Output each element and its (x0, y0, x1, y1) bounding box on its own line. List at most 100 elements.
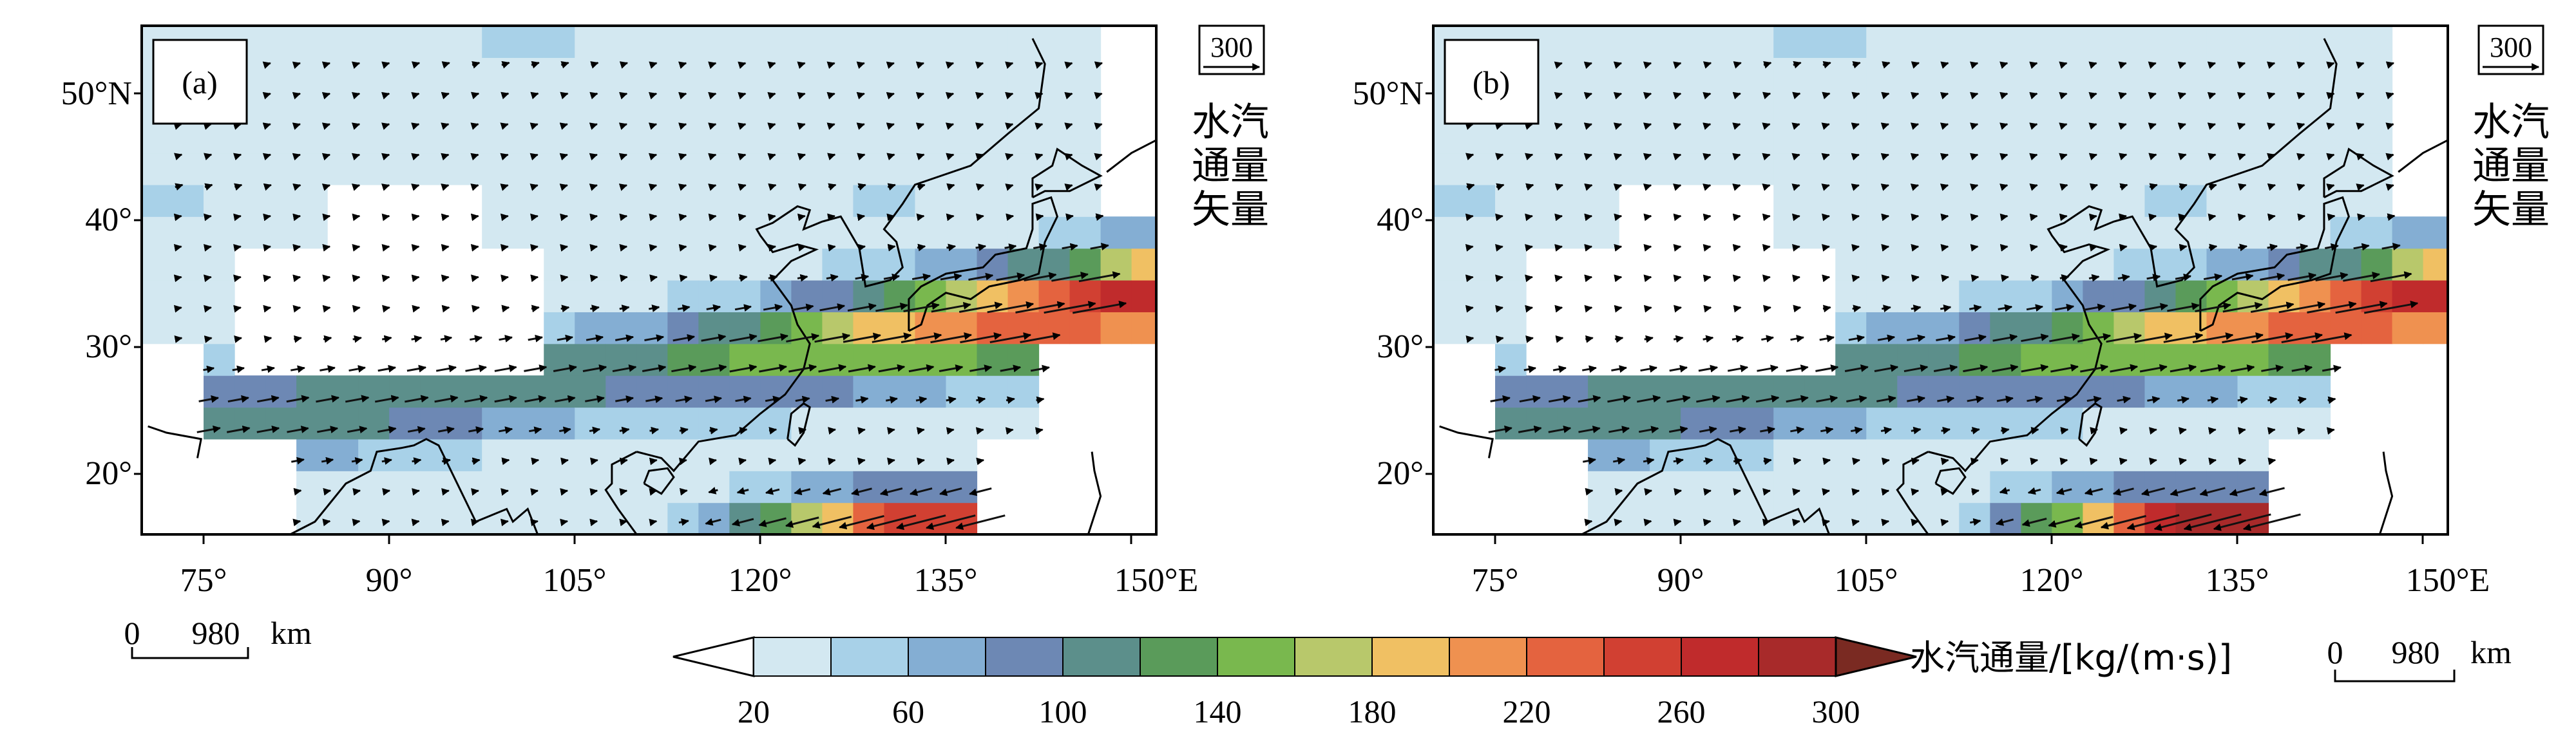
flux-vector (619, 274, 628, 283)
flux-vector (915, 61, 925, 69)
flux-vector (529, 426, 542, 435)
flux-cell (544, 502, 575, 534)
flux-vector (2059, 243, 2068, 252)
flux-vector (1525, 183, 1534, 191)
flux-vector (560, 305, 570, 313)
flux-vector (559, 184, 568, 191)
flux-vector (1555, 335, 1564, 343)
flux-vector (1673, 61, 1682, 69)
flux-vector (1880, 153, 1889, 161)
flux-cell (1928, 375, 1960, 408)
flux-vector (2222, 332, 2264, 344)
flux-cell (2237, 407, 2269, 440)
flux-vector (320, 365, 336, 373)
flux-vector (2242, 513, 2301, 531)
flux-cell (884, 26, 916, 58)
flux-vector (2111, 303, 2137, 312)
flux-cell (204, 343, 235, 376)
flux-cell (2206, 471, 2238, 503)
flux-vector (1698, 364, 1719, 373)
flux-vector (648, 122, 658, 130)
flux-vector (1585, 487, 1594, 496)
flux-cell (1897, 438, 1929, 471)
flux-vector (818, 364, 847, 373)
flux-cell (2206, 375, 2238, 408)
flux-vector (946, 396, 957, 404)
flux-vector (1969, 518, 1981, 526)
flux-cell (1526, 184, 1558, 217)
reference-vector-value: 300 (2490, 32, 2532, 63)
x-axis-ticks-a: 75° 90° 105° 120° 135° 150°E (180, 534, 1198, 599)
flux-vector (1881, 457, 1890, 466)
flux-cell (791, 407, 823, 440)
flux-cell (2361, 153, 2393, 185)
flux-vector (1006, 213, 1015, 221)
flux-vector (738, 122, 747, 130)
flux-vector (560, 274, 569, 283)
flux-vector (856, 61, 865, 69)
flux-cell (698, 502, 730, 534)
flux-cell (544, 89, 575, 122)
flux-cell (2268, 407, 2300, 440)
flux-vector (989, 332, 1032, 344)
flux-cell (1557, 57, 1589, 90)
coastline-b (1439, 38, 2448, 534)
flux-vector (1880, 426, 1893, 435)
flux-vector (2029, 213, 2038, 221)
colorbar-swatch (1140, 637, 1218, 677)
flux-vector (708, 122, 717, 130)
flux-cell (1557, 216, 1589, 249)
flux-cell (822, 375, 854, 408)
flux-vector (407, 426, 426, 434)
flux-cell (2113, 89, 2146, 122)
flux-vector (2296, 122, 2305, 130)
colorbar-swatch (1526, 637, 1605, 677)
flux-cell (2330, 121, 2362, 154)
flux-vector (887, 243, 896, 252)
flux-vector (2387, 213, 2396, 221)
flux-shading-a (142, 26, 1156, 534)
flux-vector (768, 243, 777, 252)
flux-cell (1835, 89, 1867, 122)
flux-vector (1465, 274, 1474, 283)
flux-cell (2175, 153, 2208, 185)
flux-cell (1773, 502, 1805, 534)
flux-cell (1990, 248, 2021, 281)
flux-cell (698, 248, 730, 281)
flux-vector (2048, 516, 2080, 528)
flux-cell (760, 184, 792, 217)
colorbar-under-arrow (673, 636, 755, 677)
flux-vector (1094, 61, 1103, 69)
flux-cell (234, 407, 266, 440)
flux-vector (2029, 184, 2038, 191)
flux-cell (2052, 471, 2083, 503)
flux-vector (2183, 513, 2242, 531)
flux-vector (875, 302, 908, 312)
flux-vector (1762, 305, 1771, 313)
flux-vector (2001, 426, 2010, 435)
flux-vector (1880, 184, 1889, 191)
flux-vector (2177, 122, 2186, 130)
flux-vector (1673, 213, 1682, 221)
flux-cell (2268, 375, 2300, 408)
flux-vector (2278, 301, 2326, 314)
flux-cell (2052, 89, 2083, 122)
flux-vector (2296, 184, 2305, 191)
flux-cell (544, 184, 575, 217)
flux-vector (2192, 332, 2234, 343)
flux-vector (412, 488, 420, 496)
flux-vector (848, 364, 876, 373)
flux-cell (265, 121, 297, 154)
flux-vector (441, 184, 450, 191)
colorbar-swatch (1371, 637, 1450, 677)
flux-vector (2059, 183, 2068, 191)
reference-vector-caption: 矢量 (1192, 187, 1269, 232)
flux-vector (1936, 334, 1956, 343)
flux-vector (2148, 91, 2157, 100)
flux-cell (1928, 57, 1960, 90)
flux-vector (1851, 213, 1860, 221)
flux-vector (1815, 364, 1839, 372)
flux-vector (2291, 364, 2313, 373)
flux-vector (1703, 184, 1712, 191)
flux-vector (204, 335, 213, 343)
